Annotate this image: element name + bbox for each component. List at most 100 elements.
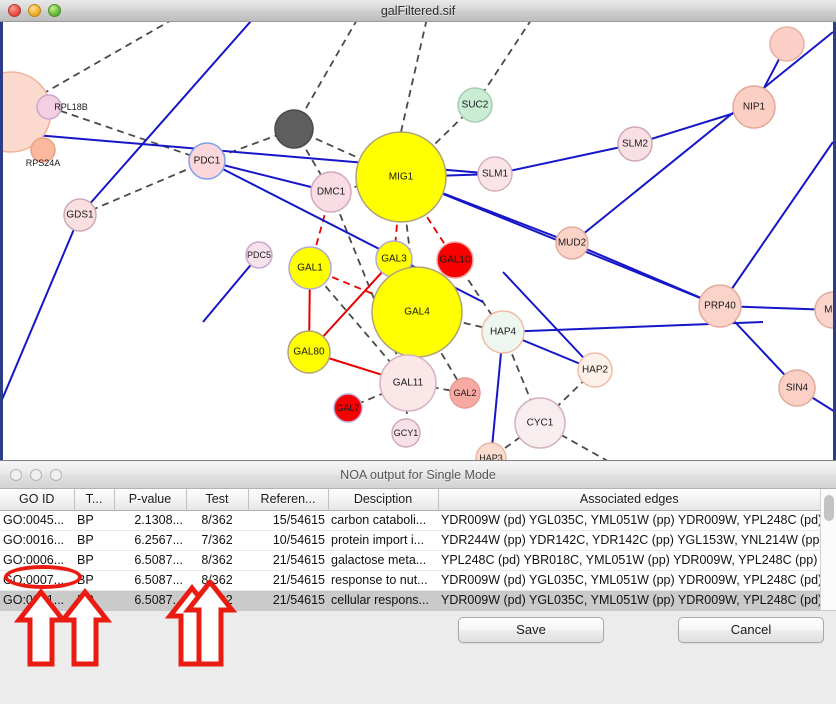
node-circle[interactable] [63,198,97,232]
network-node-GCY1[interactable]: GCY1 [391,418,421,448]
node-circle[interactable] [274,109,314,149]
network-graph[interactable]: RPL18B RPS24A GDS1 PDC1 PDC5 DMC1 MIG1 SUC2 SLM1… [3,22,833,460]
table-header-row: GO ID T... P-value Test Referen... Desci… [0,489,820,511]
noa-results-table[interactable]: GO ID T... P-value Test Referen... Desci… [0,489,820,612]
table-row[interactable]: GO:0065...BP8.0614...94/3627260/54...bio… [0,611,820,612]
network-node-HAP4[interactable]: HAP4 [481,310,525,354]
network-edge[interactable] [3,214,81,460]
network-node-PDC1[interactable]: PDC1 [188,142,226,180]
node-circle[interactable] [481,310,525,354]
node-circle[interactable] [379,354,437,412]
noa-results-table-container[interactable]: GO ID T... P-value Test Referen... Desci… [0,489,836,611]
close-button[interactable] [8,4,21,17]
network-node-gray-unlabeled[interactable] [274,109,314,149]
node-circle[interactable] [287,330,331,374]
column-header-description[interactable]: Desciption [328,489,439,511]
network-node-MIG1[interactable]: MIG1 [355,131,447,223]
network-edge[interactable] [571,242,721,307]
network-node-GAL7[interactable]: GAL7 [333,393,363,423]
node-circle[interactable] [778,369,816,407]
noa-close-button[interactable] [10,469,22,481]
network-node-GDS1[interactable]: GDS1 [63,198,97,232]
network-node-HAP3[interactable]: HAP3 [475,442,507,460]
node-circle[interactable] [449,377,481,409]
node-label: GAL4 [404,307,430,318]
noa-minimize-button[interactable] [30,469,42,481]
network-node-GAL11[interactable]: GAL11 [379,354,437,412]
node-circle[interactable] [245,241,273,269]
node-circle[interactable] [577,352,613,388]
node-circle[interactable] [30,137,56,163]
network-node-SLM2[interactable]: SLM2 [617,126,653,162]
network-node-GAL80[interactable]: GAL80 [287,330,331,374]
table-row[interactable]: GO:0016... BP 6.2567... 7/362 10/54615 protei… [0,530,820,551]
node-circle[interactable] [477,156,513,192]
column-header-type[interactable]: T... [74,489,115,511]
network-edge[interactable] [494,143,636,175]
node-circle[interactable] [457,87,493,123]
node-circle[interactable] [310,171,352,213]
network-node-MUD2[interactable]: MUD2 [555,226,589,260]
network-node-RPL18B[interactable]: RPL18B [36,94,88,120]
network-node-SIN4[interactable]: SIN4 [778,369,816,407]
network-edge[interactable] [502,271,596,371]
node-circle[interactable] [475,442,507,460]
column-header-reference[interactable]: Referen... [248,489,329,511]
network-edge[interactable] [571,31,833,244]
node-circle[interactable] [814,291,833,329]
network-edge[interactable] [719,141,833,307]
node-circle[interactable] [514,397,566,449]
network-node-CYC1[interactable]: CYC1 [514,397,566,449]
network-node-GAL10[interactable]: GAL10 [436,241,474,279]
node-circle[interactable] [617,126,653,162]
network-node-NIP1[interactable]: NIP1 [732,85,776,129]
column-header-go-id[interactable]: GO ID [0,489,75,511]
network-edge[interactable] [293,22,373,130]
network-node-PDC5[interactable]: PDC5 [245,241,273,269]
table-row[interactable]: GO:0045... BP 2.1308... 8/362 15/54615 carbon… [0,510,820,531]
noa-zoom-button[interactable] [50,469,62,481]
node-circle[interactable] [333,393,363,423]
scrollbar-thumb[interactable] [824,495,834,521]
table-row[interactable]: GO:0006... BP 6.5087... 8/362 21/54615 galact… [0,550,820,571]
table-vertical-scrollbar[interactable] [820,489,836,610]
network-edge[interactable] [48,106,208,162]
network-edge[interactable] [79,22,303,216]
network-node-PRP40[interactable]: PRP40 [698,284,742,328]
table-row[interactable]: GO:0007... BP 6.5087... 8/362 21/54615 respon… [0,570,820,591]
network-node-HAP2[interactable]: HAP2 [577,352,613,388]
node-circle[interactable] [391,418,421,448]
network-edge[interactable] [400,22,433,133]
network-node-MSI[interactable]: MSI [814,291,833,329]
minimize-button[interactable] [28,4,41,17]
network-node-SUC2[interactable]: SUC2 [457,87,493,123]
network-node-SLM1[interactable]: SLM1 [477,156,513,192]
network-edge[interactable] [79,160,208,216]
node-circle[interactable] [436,241,474,279]
network-node-GAL1[interactable]: GAL1 [288,246,332,290]
node-circle[interactable] [769,26,805,62]
node-circle[interactable] [355,131,447,223]
network-node-GAL4[interactable]: GAL4 [371,266,463,358]
node-circle[interactable] [732,85,776,129]
network-edge[interactable] [202,254,260,323]
network-edge[interactable] [206,160,332,193]
cancel-button[interactable]: Cancel [678,617,824,643]
node-circle[interactable] [188,142,226,180]
save-button[interactable]: Save [458,617,604,643]
column-header-associated-edges[interactable]: Associated edges [438,489,820,511]
column-header-pvalue[interactable]: P-value [114,489,187,511]
network-edge[interactable] [474,22,543,106]
network-node-top-right-pink[interactable] [769,26,805,62]
network-node-DMC1[interactable]: DMC1 [310,171,352,213]
node-circle[interactable] [698,284,742,328]
network-node-GAL2[interactable]: GAL2 [449,377,481,409]
node-circle[interactable] [555,226,589,260]
zoom-button[interactable] [48,4,61,17]
table-row[interactable]: GO:0031... BP 6.5087... 8/362 21/54615 cellul… [0,590,820,610]
node-circle[interactable] [36,94,62,120]
network-canvas[interactable]: RPL18B RPS24A GDS1 PDC1 PDC5 DMC1 MIG1 SUC2 SLM1… [0,22,836,460]
network-node-RPS24A[interactable]: RPS24A [26,137,61,168]
column-header-test[interactable]: Test [186,489,249,511]
node-circle[interactable] [288,246,332,290]
